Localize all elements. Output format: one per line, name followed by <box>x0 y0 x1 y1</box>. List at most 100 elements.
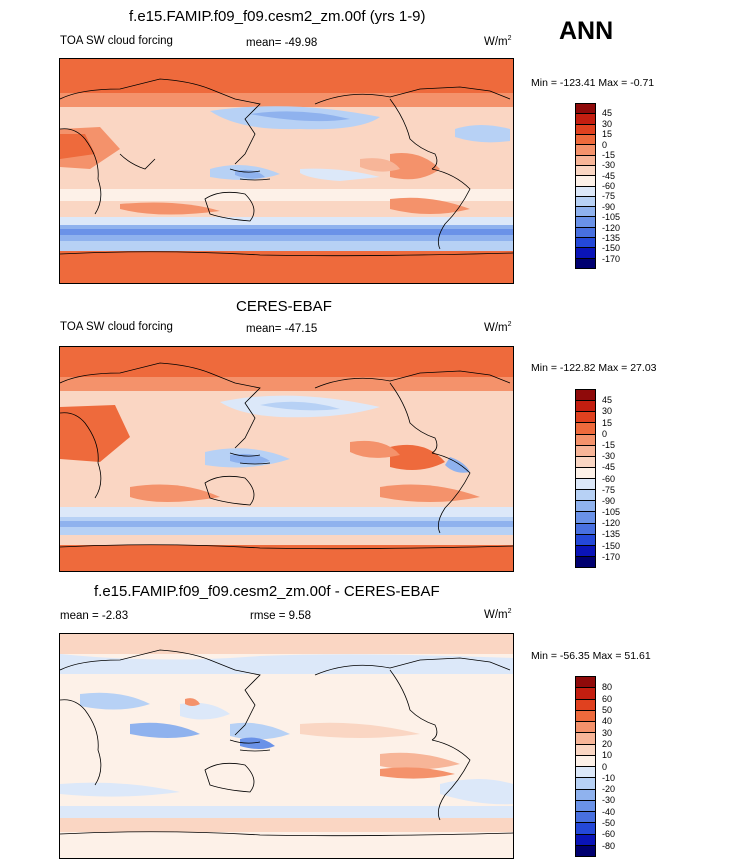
colorbar-level-label: -15 <box>602 149 616 160</box>
colorbar-box <box>576 556 595 567</box>
season-label: ANN <box>559 17 614 45</box>
colorbar-box <box>576 545 595 557</box>
colorbar-box <box>576 248 595 259</box>
colorbar-box <box>576 207 595 218</box>
colorbar-box <box>576 755 595 767</box>
colorbar-box <box>576 227 595 239</box>
colorbar-box <box>576 145 595 156</box>
colorbar-level-label: 45 <box>602 108 613 119</box>
colorbar-level-label: -60 <box>602 829 616 840</box>
colorbar-box <box>576 238 595 249</box>
panel2-mean-label: mean= -47.15 <box>246 323 318 335</box>
panel2-colorbar <box>575 389 596 568</box>
colorbar-level-label: -10 <box>602 772 616 783</box>
colorbar-box <box>576 124 595 135</box>
colorbar-box <box>576 258 595 268</box>
colorbar-box <box>576 423 595 435</box>
colorbar-level-label: 0 <box>602 139 608 150</box>
colorbar-level-label: -75 <box>602 191 616 202</box>
colorbar-box <box>576 490 595 502</box>
colorbar-box <box>576 767 595 779</box>
panel2-minmax: Min = -122.82 Max = 27.03 <box>531 362 657 374</box>
colorbar-level-label: 30 <box>602 727 613 738</box>
panel1-mean-label: mean= -49.98 <box>246 37 318 49</box>
colorbar-level-label: -15 <box>602 439 616 450</box>
panel1-variable-label: TOA SW cloud forcing <box>60 35 173 47</box>
colorbar-box <box>576 688 595 700</box>
colorbar-box <box>576 434 595 446</box>
colorbar-level-label: -60 <box>602 181 616 191</box>
colorbar-level-label: -60 <box>602 473 616 484</box>
panel3-units: W/m2 <box>484 608 512 621</box>
colorbar-box <box>576 412 595 424</box>
panel1-units: W/m2 <box>484 35 512 48</box>
colorbar-level-label: -50 <box>602 818 616 829</box>
colorbar-box <box>576 186 595 197</box>
colorbar-level-label: 10 <box>602 750 613 761</box>
colorbar-box <box>576 401 595 413</box>
colorbar-level-label: -120 <box>602 518 621 529</box>
colorbar-level-label: -170 <box>602 253 621 264</box>
colorbar-level-label: 0 <box>602 761 608 772</box>
colorbar-level-label: 30 <box>602 118 613 129</box>
colorbar-level-label: -75 <box>602 484 616 495</box>
colorbar-level-label: -150 <box>602 243 621 254</box>
colorbar-box <box>576 812 595 824</box>
colorbar-box <box>576 467 595 479</box>
colorbar-level-label: -30 <box>602 160 616 171</box>
colorbar-level-label: -150 <box>602 540 621 551</box>
colorbar-box <box>576 512 595 524</box>
colorbar-box <box>576 744 595 756</box>
colorbar-box <box>576 699 595 711</box>
colorbar-box <box>576 722 595 734</box>
colorbar-level-label: -90 <box>602 495 616 506</box>
panel1-minmax: Min = -123.41 Max = -0.71 <box>531 77 655 89</box>
panel3-colorbar <box>575 676 596 857</box>
panel3-mean-label: mean = -2.83 <box>60 610 129 622</box>
panel3-map <box>59 633 514 859</box>
colorbar-box <box>576 155 595 166</box>
colorbar-level-label: 45 <box>602 395 613 406</box>
colorbar-box <box>576 165 595 177</box>
colorbar-box <box>576 534 595 546</box>
colorbar-level-label: 0 <box>602 428 608 439</box>
colorbar-box <box>576 800 595 812</box>
colorbar-box <box>576 445 595 457</box>
colorbar-box <box>576 823 595 835</box>
colorbar-level-label: -105 <box>602 212 621 223</box>
colorbar-level-label: 50 <box>602 704 613 715</box>
colorbar-box <box>576 456 595 468</box>
colorbar-level-label: -135 <box>602 232 621 243</box>
colorbar-level-label: -135 <box>602 529 621 540</box>
colorbar-box <box>576 677 595 689</box>
panel2-map <box>59 346 514 572</box>
panel2-variable-label: TOA SW cloud forcing <box>60 321 173 333</box>
panel2-title: CERES-EBAF <box>236 298 332 315</box>
colorbar-box <box>576 733 595 745</box>
colorbar-level-label: -170 <box>602 551 621 562</box>
colorbar-box <box>576 778 595 790</box>
colorbar-level-label: -45 <box>602 170 616 181</box>
panel2-units: W/m2 <box>484 321 512 334</box>
colorbar-box <box>576 834 595 846</box>
colorbar-box <box>576 104 595 115</box>
panel1-title: f.e15.FAMIP.f09_f09.cesm2_zm.00f (yrs 1-… <box>129 8 426 25</box>
colorbar-box <box>576 523 595 535</box>
colorbar-box <box>576 196 595 208</box>
colorbar-box <box>576 217 595 228</box>
colorbar-level-label: -120 <box>602 222 621 233</box>
panel3-title: f.e15.FAMIP.f09_f09.cesm2_zm.00f - CERES… <box>94 583 440 600</box>
colorbar-box <box>576 479 595 491</box>
colorbar-box <box>576 501 595 513</box>
colorbar-level-label: 15 <box>602 129 613 140</box>
colorbar-box <box>576 176 595 187</box>
colorbar-level-label: -80 <box>602 840 616 851</box>
colorbar-box <box>576 134 595 146</box>
colorbar-level-label: 15 <box>602 417 613 428</box>
colorbar-level-label: -45 <box>602 462 616 473</box>
colorbar-level-label: -40 <box>602 806 616 817</box>
colorbar-level-label: 40 <box>602 716 613 727</box>
panel1-colorbar <box>575 103 596 269</box>
colorbar-level-label: 60 <box>602 693 613 704</box>
colorbar-level-label: -105 <box>602 507 621 518</box>
